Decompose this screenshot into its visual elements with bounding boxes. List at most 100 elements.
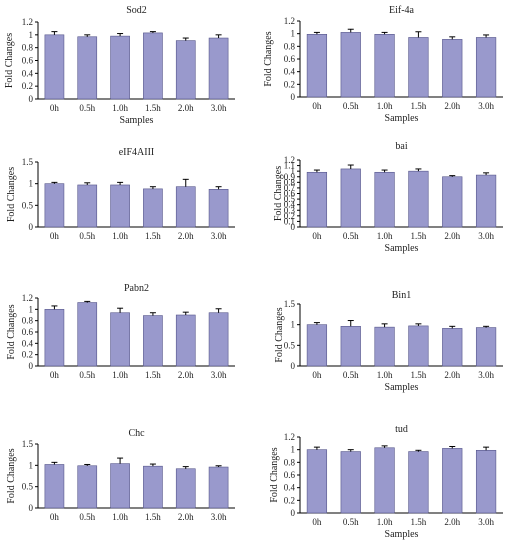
x-tick-label: 3.0h [211,103,227,113]
bar [442,328,463,367]
x-tick-label: 0h [50,103,60,113]
x-tick-label: 1.0h [112,231,128,241]
x-tick-label: 1.5h [145,370,161,380]
x-tick-label: 0.5h [79,103,95,113]
x-axis-label: Samples [385,382,419,393]
chart-panel-2: Eif-4a Fold Changes 0 0.2 0.4 0.6 0.8 1 1.2 0h 0.5… [263,5,503,124]
bar [143,32,163,100]
y-axis-label: Fold Changes [6,448,17,503]
y-tick-label: 0.6 [284,54,296,64]
bar [306,449,328,514]
bar [175,468,196,509]
x-tick-label: 1.0h [377,231,393,241]
x-tick-label: 3.0h [478,517,494,527]
y-axis-label: Fold Changes [6,304,17,359]
y-axis-label: Fold Changes [4,33,15,88]
y-tick-label: 1.2 [22,293,33,303]
y-tick-label: 0.2 [22,350,33,360]
y-tick-label: 0 [291,508,296,518]
bar [110,184,130,228]
bar [408,37,429,98]
bar [44,309,65,367]
y-tick-label: 0.1 [284,216,295,226]
x-tick-label: 0h [50,231,60,241]
y-axis-label: Fold Changes [263,31,274,86]
bar [175,314,196,367]
y-tick-label: 0 [29,222,34,232]
x-tick-label: 0.5h [343,231,359,241]
x-tick-label: 3.0h [478,370,494,380]
bar [374,447,395,514]
bar [110,463,130,509]
y-tick-label: 0.8 [284,457,296,467]
y-tick-label: 0.2 [284,495,295,505]
y-tick-label: 0 [291,222,296,232]
y-tick-label: 0.2 [284,79,295,89]
bar [340,326,361,367]
y-tick-label: 1.2 [284,16,295,26]
x-tick-label: 1.5h [411,101,427,111]
x-tick-label: 1.5h [145,103,161,113]
bar [208,37,229,100]
x-tick-label: 0.5h [343,517,359,527]
y-axis-label: Fold Changes [273,166,284,221]
y-tick-label: 0.6 [284,470,296,480]
chart-title: Chc [128,428,145,439]
x-tick-label: 2.0h [444,517,460,527]
bar [340,168,361,228]
chart-title: Sod2 [126,5,147,16]
y-tick-label: 0.6 [22,327,34,337]
y-tick-label: 0 [29,361,34,371]
y-tick-label: 0.8 [284,177,296,187]
bar [175,186,196,228]
x-tick-label: 3.0h [478,101,494,111]
chart-title: eIF4AIII [119,147,155,158]
x-tick-label: 1.0h [112,103,128,113]
y-tick-label: 1.5 [22,157,34,167]
bar [77,184,98,228]
bar [408,325,429,367]
bar [143,315,163,367]
x-axis-label: Samples [385,113,419,124]
y-tick-label: 0.5 [284,194,296,204]
y-tick-label: 1 [29,460,34,470]
bar [442,39,463,98]
y-tick-label: 0.4 [284,483,296,493]
y-tick-label: 1 [29,30,34,40]
x-axis-label: Samples [385,243,419,254]
bar [475,449,497,514]
y-tick-label: 1.1 [284,161,295,171]
bar [208,189,229,228]
y-tick-label: 1.2 [22,17,33,27]
bar [374,326,395,367]
bar [143,188,163,228]
x-tick-label: 2.0h [178,370,194,380]
y-tick-label: 0.4 [284,67,296,77]
y-tick-label: 0.8 [284,41,296,51]
bar [340,32,361,98]
x-tick-label: 1.5h [411,231,427,241]
y-tick-label: 0.2 [22,81,33,91]
y-tick-label: 0.9 [284,172,296,182]
y-tick-label: 1 [29,179,34,189]
x-tick-label: 1.5h [145,512,161,522]
y-tick-label: 0.6 [22,56,34,66]
x-tick-label: 2.0h [178,231,194,241]
y-tick-label: 0.8 [22,316,34,326]
x-tick-label: 1.5h [411,370,427,380]
bar [442,176,463,228]
x-tick-label: 0.5h [79,512,95,522]
x-tick-label: 2.0h [178,103,194,113]
x-tick-label: 0h [312,231,322,241]
y-tick-label: 0 [29,503,34,513]
x-tick-label: 2.0h [178,512,194,522]
x-tick-label: 2.0h [444,101,460,111]
y-tick-label: 0 [291,361,296,371]
chart-title: bai [395,141,407,152]
y-tick-label: 0.7 [284,183,296,193]
x-tick-label: 2.0h [444,370,460,380]
y-tick-label: 1.5 [22,439,34,449]
bar [208,466,229,509]
chart-panel-1: Sod2 Fold Changes 0 0.2 0.4 0.6 0.8 1 1.2 0h 0.5h 1… [4,5,235,126]
